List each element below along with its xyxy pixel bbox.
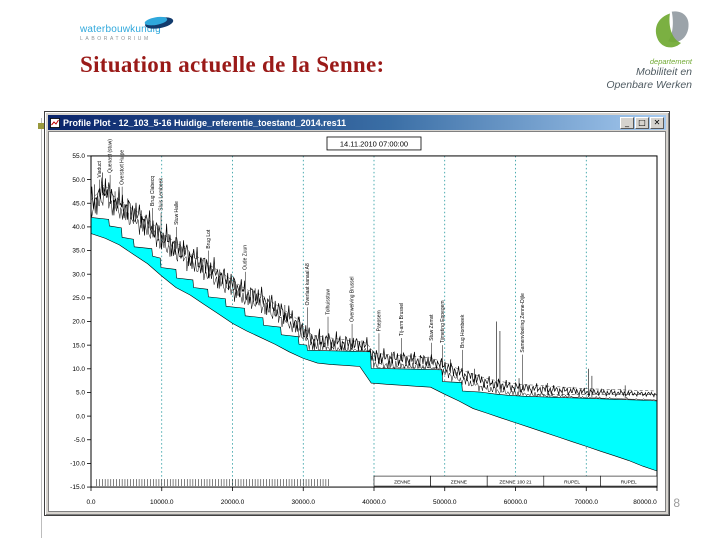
svg-text:10.0: 10.0 — [72, 366, 85, 373]
reach-row: ZENNE ZENNE ZENNE 100 21 RUPEL RUPEL — [373, 475, 658, 487]
svg-text:Tolhuisstuw: Tolhuisstuw — [326, 289, 332, 315]
water-area — [90, 217, 658, 472]
svg-text:Stuw Halle: Stuw Halle — [174, 201, 180, 225]
svg-text:Tij-arm Brussel: Tij-arm Brussel — [399, 303, 405, 336]
svg-text:0.0: 0.0 — [76, 413, 85, 420]
svg-text:Stuw Zemst: Stuw Zemst — [429, 314, 435, 341]
mow-logo-icon — [655, 11, 689, 48]
maximize-button[interactable]: □ — [635, 116, 649, 129]
svg-text:Tijmeting Eppegem: Tijmeting Eppegem — [440, 300, 446, 343]
terrain-lines — [90, 177, 657, 401]
svg-text:60000.0: 60000.0 — [504, 499, 528, 506]
svg-text:Oude Zuun: Oude Zuun — [243, 245, 249, 270]
waterbouwkundig-logo: waterbouwkundig LABORATORIUM — [80, 16, 200, 42]
svg-text:10000.0: 10000.0 — [150, 499, 174, 506]
svg-text:35.0: 35.0 — [72, 248, 85, 255]
page-number: 8 — [673, 496, 680, 510]
svg-text:Paepsem: Paepsem — [376, 310, 382, 331]
page-title: Situation actuelle de la Senne: — [80, 52, 385, 77]
svg-text:-5.0: -5.0 — [74, 437, 86, 444]
svg-text:25.0: 25.0 — [72, 295, 85, 302]
svg-text:55.0: 55.0 — [72, 153, 85, 160]
logo-right-dept: departement — [649, 57, 692, 66]
svg-text:14.11.2010 07:00:00: 14.11.2010 07:00:00 — [340, 139, 408, 148]
structure-labels: Viaduct Quenast (stuw) Overstort HulpeBrug… — [97, 139, 526, 391]
window-icon — [50, 117, 60, 128]
svg-text:0.0: 0.0 — [86, 499, 95, 506]
svg-text:Overstort Hulpe: Overstort Hulpe — [120, 150, 126, 185]
svg-text:20000.0: 20000.0 — [221, 499, 245, 506]
svg-text:RUPEL: RUPEL — [564, 480, 580, 486]
close-button[interactable]: ✕ — [650, 116, 664, 129]
svg-text:Sluis Lembeek: Sluis Lembeek — [159, 178, 165, 211]
svg-text:Overwelving Brussel: Overwelving Brussel — [350, 276, 356, 321]
profile-plot: Viaduct Quenast (stuw) Overstort HulpeBrug… — [70, 136, 658, 506]
svg-text:ZENNE: ZENNE — [451, 480, 467, 486]
structure-spikes — [94, 172, 626, 399]
window-titlebar[interactable]: Profile Plot - 12_103_5-16 Huidige_refer… — [48, 115, 666, 130]
logo-left-sub: LABORATORIUM — [80, 36, 151, 42]
cross-section-ticks — [96, 479, 329, 487]
svg-text:ZENNE: ZENNE — [394, 480, 410, 486]
svg-text:-10.0: -10.0 — [70, 461, 85, 468]
minimize-button[interactable]: _ — [620, 116, 634, 129]
window-title: Profile Plot - 12_103_5-16 Huidige_refer… — [63, 117, 347, 128]
svg-text:ZENNE 100 21: ZENNE 100 21 — [499, 480, 532, 486]
svg-text:80000.0: 80000.0 — [633, 499, 657, 506]
chart-area: Viaduct Quenast (stuw) Overstort Hulpe Brug… — [48, 131, 666, 512]
svg-text:50.0: 50.0 — [72, 177, 85, 184]
logo-right-line1: Mobiliteit en — [635, 66, 692, 78]
svg-text:50000.0: 50000.0 — [433, 499, 457, 506]
svg-text:RUPEL: RUPEL — [621, 480, 637, 486]
bullet-dot — [38, 123, 44, 129]
svg-text:Brug Lot: Brug Lot — [206, 229, 212, 248]
date-label: 14.11.2010 07:00:00 — [326, 136, 422, 151]
svg-text:45.0: 45.0 — [72, 200, 85, 207]
axes: 0.0 10000.0 20000.0 30000.0 40000.0 50000.0 60… — [70, 153, 658, 506]
svg-text:Brug Clabecq: Brug Clabecq — [150, 176, 156, 206]
svg-text:20.0: 20.0 — [72, 319, 85, 326]
svg-text:40.0: 40.0 — [72, 224, 85, 231]
svg-text:Samenvloeiing Zenne-Dijle: Samenvloeiing Zenne-Dijle — [520, 293, 526, 353]
svg-text:Brug Hombeek: Brug Hombeek — [460, 314, 466, 348]
logo-left-name: waterbouwkundig — [80, 24, 161, 35]
svg-text:40000.0: 40000.0 — [362, 499, 386, 506]
svg-text:Overlaat kanaal A8: Overlaat kanaal A8 — [305, 263, 311, 305]
svg-text:70000.0: 70000.0 — [575, 499, 599, 506]
svg-text:5.0: 5.0 — [76, 390, 85, 397]
svg-text:30000.0: 30000.0 — [292, 499, 316, 506]
logo-right-line2: Openbare Werken — [606, 79, 692, 92]
app-window: Profile Plot - 12_103_5-16 Huidige_refer… — [44, 111, 670, 516]
swoosh-icon — [144, 16, 174, 29]
mow-logo: departement Mobiliteit en Openbare Werke… — [542, 8, 692, 92]
window-controls: _ □ ✕ — [620, 116, 664, 129]
svg-text:30.0: 30.0 — [72, 271, 85, 278]
left-rule-divider — [41, 118, 42, 538]
svg-text:15.0: 15.0 — [72, 342, 85, 349]
svg-text:Viaduct: Viaduct — [97, 160, 103, 177]
svg-text:-15.0: -15.0 — [70, 484, 85, 491]
reference-line — [90, 184, 656, 392]
